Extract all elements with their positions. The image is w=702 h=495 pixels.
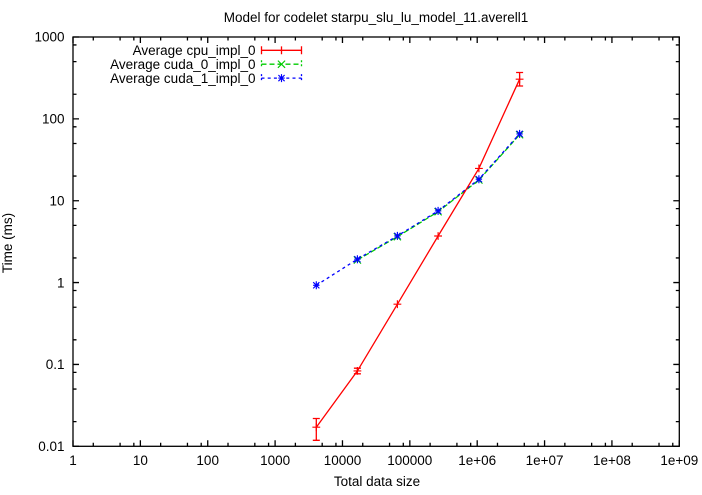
svg-text:100: 100	[196, 453, 219, 468]
svg-text:1e+08: 1e+08	[593, 453, 631, 468]
svg-text:10: 10	[49, 193, 64, 208]
svg-text:Average cuda_0_impl_0: Average cuda_0_impl_0	[110, 57, 255, 72]
svg-text:0.1: 0.1	[46, 357, 65, 372]
svg-text:100: 100	[42, 112, 65, 127]
svg-text:Average cuda_1_impl_0: Average cuda_1_impl_0	[110, 71, 255, 86]
svg-text:1e+07: 1e+07	[526, 453, 564, 468]
svg-text:1: 1	[69, 453, 77, 468]
svg-text:Model for codelet starpu_slu_l: Model for codelet starpu_slu_lu_model_11…	[224, 10, 528, 25]
svg-text:1000: 1000	[34, 30, 64, 45]
svg-text:1e+06: 1e+06	[458, 453, 496, 468]
svg-text:Time (ms): Time (ms)	[0, 213, 15, 273]
svg-text:100000: 100000	[387, 453, 432, 468]
svg-text:1: 1	[57, 275, 65, 290]
svg-text:Average cpu_impl_0: Average cpu_impl_0	[133, 43, 256, 58]
svg-text:10000: 10000	[324, 453, 362, 468]
svg-text:Total data size: Total data size	[334, 474, 420, 489]
svg-text:0.01: 0.01	[38, 439, 64, 454]
svg-text:1000: 1000	[260, 453, 290, 468]
svg-text:10: 10	[133, 453, 148, 468]
svg-text:1e+09: 1e+09	[660, 453, 698, 468]
